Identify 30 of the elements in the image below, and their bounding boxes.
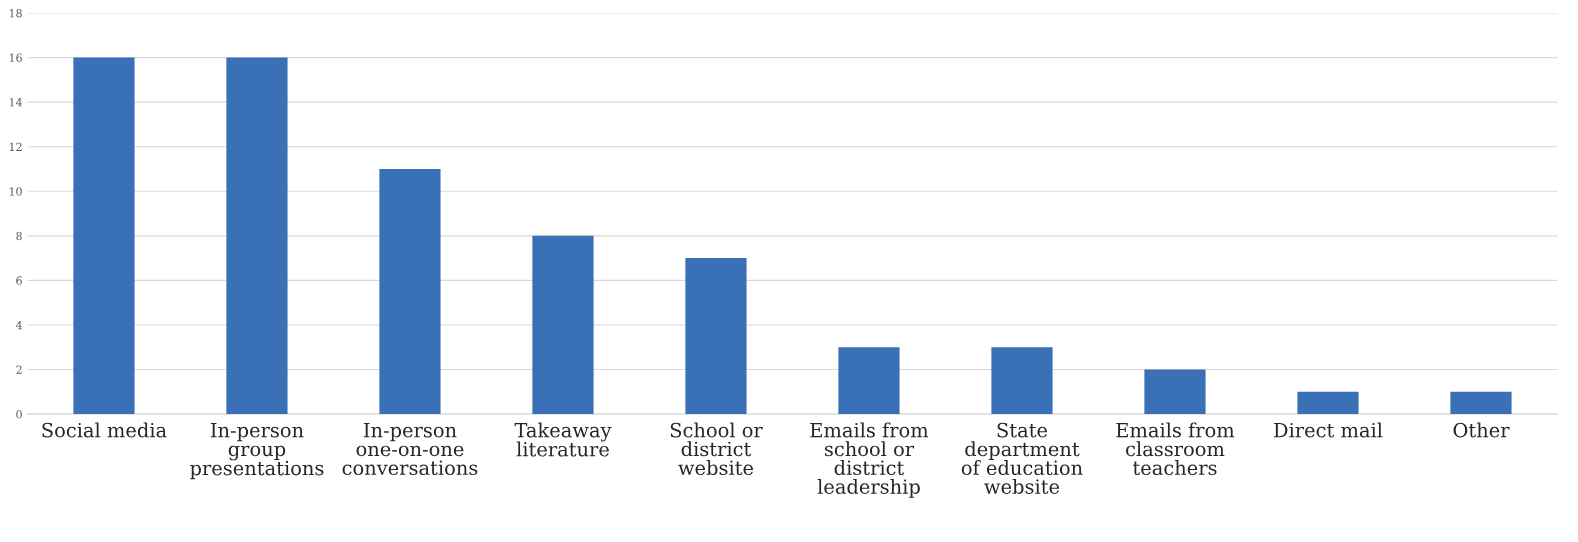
y-tick-label: 14 bbox=[9, 98, 23, 107]
bar bbox=[838, 347, 900, 415]
x-tick-label: Direct mail bbox=[1274, 422, 1383, 438]
x-tick-label: Emails from classroom teachers bbox=[1116, 422, 1235, 476]
x-tick-label: Takeaway literature bbox=[514, 422, 612, 457]
bar bbox=[1450, 391, 1512, 415]
y-tick-label: 0 bbox=[16, 410, 22, 419]
y-tick-label: 2 bbox=[16, 365, 22, 374]
y-tick-label: 18 bbox=[9, 8, 22, 18]
x-tick-label: State department of education website bbox=[961, 422, 1083, 494]
x-tick-label: In-person one-on-one conversations bbox=[342, 423, 478, 476]
x-tick-label: Emails from school or district leadership bbox=[810, 422, 929, 498]
y-tick-label: 16 bbox=[9, 53, 22, 62]
y-tick-label: 12 bbox=[9, 142, 22, 151]
y-tick-label: 4 bbox=[15, 320, 23, 330]
bar bbox=[532, 235, 594, 415]
bar bbox=[1144, 369, 1206, 415]
y-tick-label: 6 bbox=[16, 276, 22, 285]
y-tick-label: 10 bbox=[9, 187, 22, 196]
x-tick-label: Other bbox=[1453, 422, 1510, 438]
bar bbox=[685, 258, 747, 415]
bar bbox=[226, 57, 288, 415]
x-tick-label: Social media bbox=[42, 422, 167, 438]
x-tick-label: School or district website bbox=[670, 422, 763, 476]
bar bbox=[1297, 391, 1359, 415]
bar bbox=[991, 347, 1053, 415]
bar bbox=[379, 168, 441, 415]
x-tick-label: In-person group presentations bbox=[190, 423, 324, 480]
y-tick-label: 8 bbox=[16, 231, 22, 241]
bar bbox=[73, 57, 135, 415]
